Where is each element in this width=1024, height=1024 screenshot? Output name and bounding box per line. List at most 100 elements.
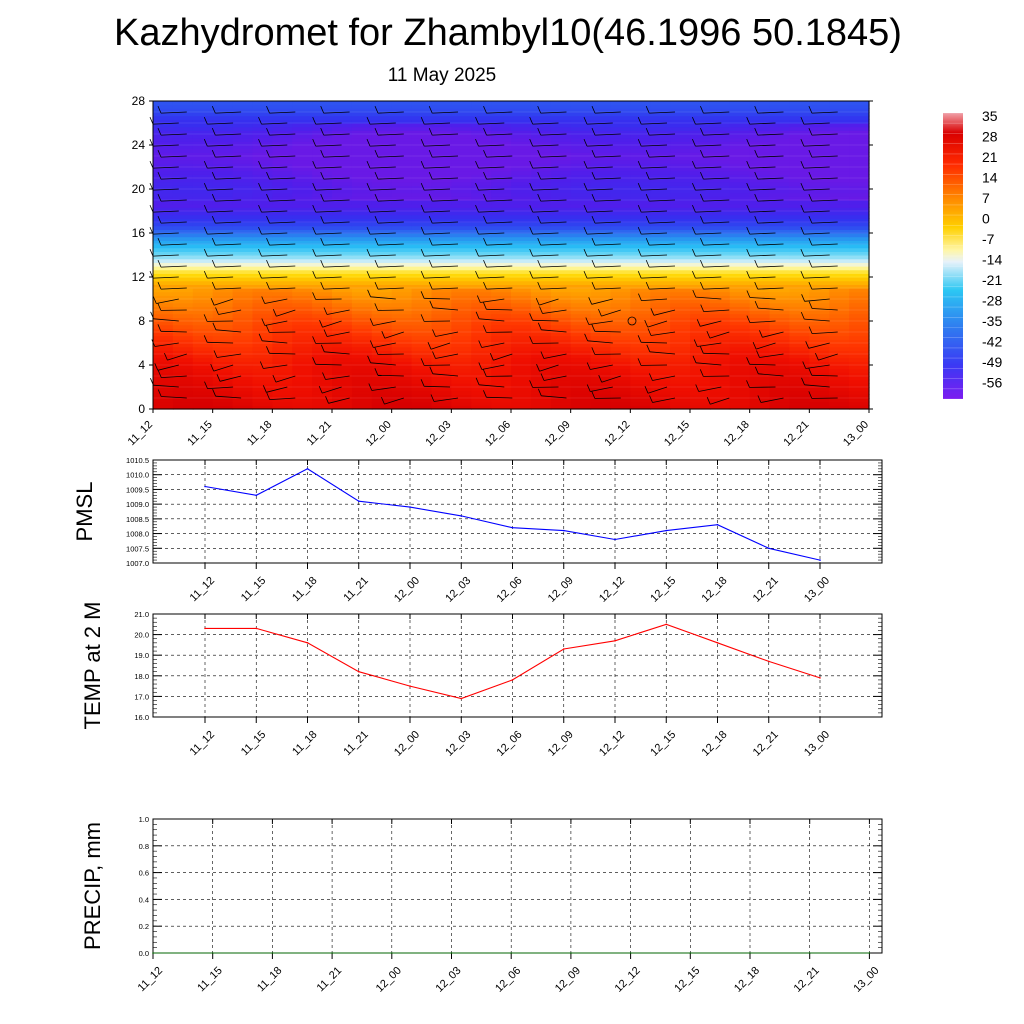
heatmap-cell <box>511 398 532 403</box>
heatmap-cell <box>153 361 174 366</box>
heatmap-cell <box>192 398 214 403</box>
wind-barb-flag <box>420 226 425 235</box>
heatmap-cell <box>829 357 850 362</box>
heatmap-cell <box>312 273 333 278</box>
heatmap-cell <box>670 401 691 406</box>
heatmap-cell <box>172 148 194 153</box>
wind-barb-flag <box>312 160 317 169</box>
heatmap-cell <box>630 376 651 381</box>
heatmap-cell <box>709 401 731 406</box>
wind-barb-flag <box>211 105 216 114</box>
heatmap-cell <box>272 302 293 307</box>
heatmap-cell <box>690 236 711 241</box>
wind-barb <box>377 155 404 158</box>
heatmap-cell <box>212 383 234 388</box>
heatmap-cell <box>332 123 353 128</box>
x-tick-label: 11_18 <box>290 729 320 759</box>
wind-barb <box>703 155 730 158</box>
heatmap-cell <box>153 273 174 278</box>
heatmap-cell <box>391 258 413 263</box>
heatmap-cell <box>212 288 234 293</box>
wind-barb-flag <box>157 171 162 180</box>
heatmap-cell <box>411 368 433 373</box>
heatmap-cell <box>192 295 214 300</box>
wind-barb <box>424 122 451 125</box>
heatmap-cell <box>272 233 293 238</box>
heatmap-cell <box>650 365 671 370</box>
heatmap-cell <box>829 324 850 329</box>
heatmap-cell <box>272 354 293 359</box>
heatmap-cell <box>809 123 830 128</box>
heatmap-cell <box>670 211 691 216</box>
heatmap-cell <box>789 379 810 384</box>
heatmap-cell <box>630 284 651 289</box>
heatmap-cell <box>153 306 174 311</box>
wind-barb <box>757 243 784 246</box>
heatmap-cell <box>431 229 452 234</box>
heatmap-cell <box>550 332 572 337</box>
heatmap-cell <box>550 310 572 315</box>
wind-barb <box>160 243 187 246</box>
wind-barb-flag <box>369 340 374 348</box>
wind-barb <box>216 353 242 358</box>
heatmap-cell <box>451 266 472 271</box>
heatmap-cell <box>570 104 592 109</box>
wind-barb <box>215 243 242 246</box>
heatmap-cell <box>630 332 651 337</box>
wind-barb-flag <box>483 105 487 114</box>
heatmap-cell <box>172 196 194 201</box>
heatmap-cell <box>351 376 373 381</box>
heatmap-cell <box>192 233 214 238</box>
heatmap-cell <box>471 196 492 201</box>
heatmap-cell <box>690 255 711 260</box>
heatmap-cell <box>530 214 552 219</box>
heatmap-cell <box>232 405 254 410</box>
heatmap-cell <box>351 123 373 128</box>
heatmap-cell <box>630 262 651 267</box>
heatmap-cell <box>590 145 612 150</box>
heatmap-cell <box>491 130 512 135</box>
heatmap-cell <box>630 123 651 128</box>
heatmap-cell <box>590 126 612 131</box>
heatmap-cell <box>809 207 830 212</box>
heatmap-cell <box>192 310 214 315</box>
wind-barb <box>757 177 784 180</box>
heatmap-cell <box>650 115 671 120</box>
heatmap-cell <box>849 130 870 135</box>
wind-barb-flag <box>475 270 479 279</box>
heatmap-cell <box>312 156 333 161</box>
heatmap-cell <box>192 266 214 271</box>
heatmap-cell <box>789 284 810 289</box>
heatmap-cell <box>153 244 174 249</box>
wind-barb <box>479 384 505 388</box>
heatmap-cell <box>709 214 731 219</box>
heatmap-cell <box>232 247 254 252</box>
heatmap-cell <box>789 145 810 150</box>
heatmap-cell <box>411 178 433 183</box>
heatmap-cell <box>690 266 711 271</box>
y-tick-label: 1007.5 <box>126 544 149 553</box>
heatmap-cell <box>192 178 214 183</box>
heatmap-cell <box>431 222 452 227</box>
wind-barb-flag <box>537 149 542 158</box>
heatmap-cell <box>212 170 234 175</box>
wind-barb <box>478 254 505 257</box>
heatmap-cell <box>371 141 393 146</box>
heatmap-cell <box>630 163 651 168</box>
wind-barb-flag <box>374 259 379 268</box>
heatmap-cell <box>530 317 552 322</box>
wind-barb-flag <box>586 384 591 392</box>
heatmap-cell <box>809 170 830 175</box>
wind-barb <box>424 144 451 147</box>
heatmap-cell <box>232 137 254 142</box>
pmsl-panel: 1007.01007.51008.01008.51009.01009.51010… <box>72 456 883 605</box>
heatmap-cell <box>153 163 174 168</box>
heatmap-cell <box>391 229 413 234</box>
heatmap-cell <box>232 321 254 326</box>
heatmap-cell <box>550 357 572 362</box>
heatmap-cell <box>630 288 651 293</box>
wind-barb <box>377 177 404 180</box>
wind-barb-flag <box>483 259 487 268</box>
heatmap-cell <box>709 174 731 179</box>
heatmap-cell <box>153 280 174 285</box>
